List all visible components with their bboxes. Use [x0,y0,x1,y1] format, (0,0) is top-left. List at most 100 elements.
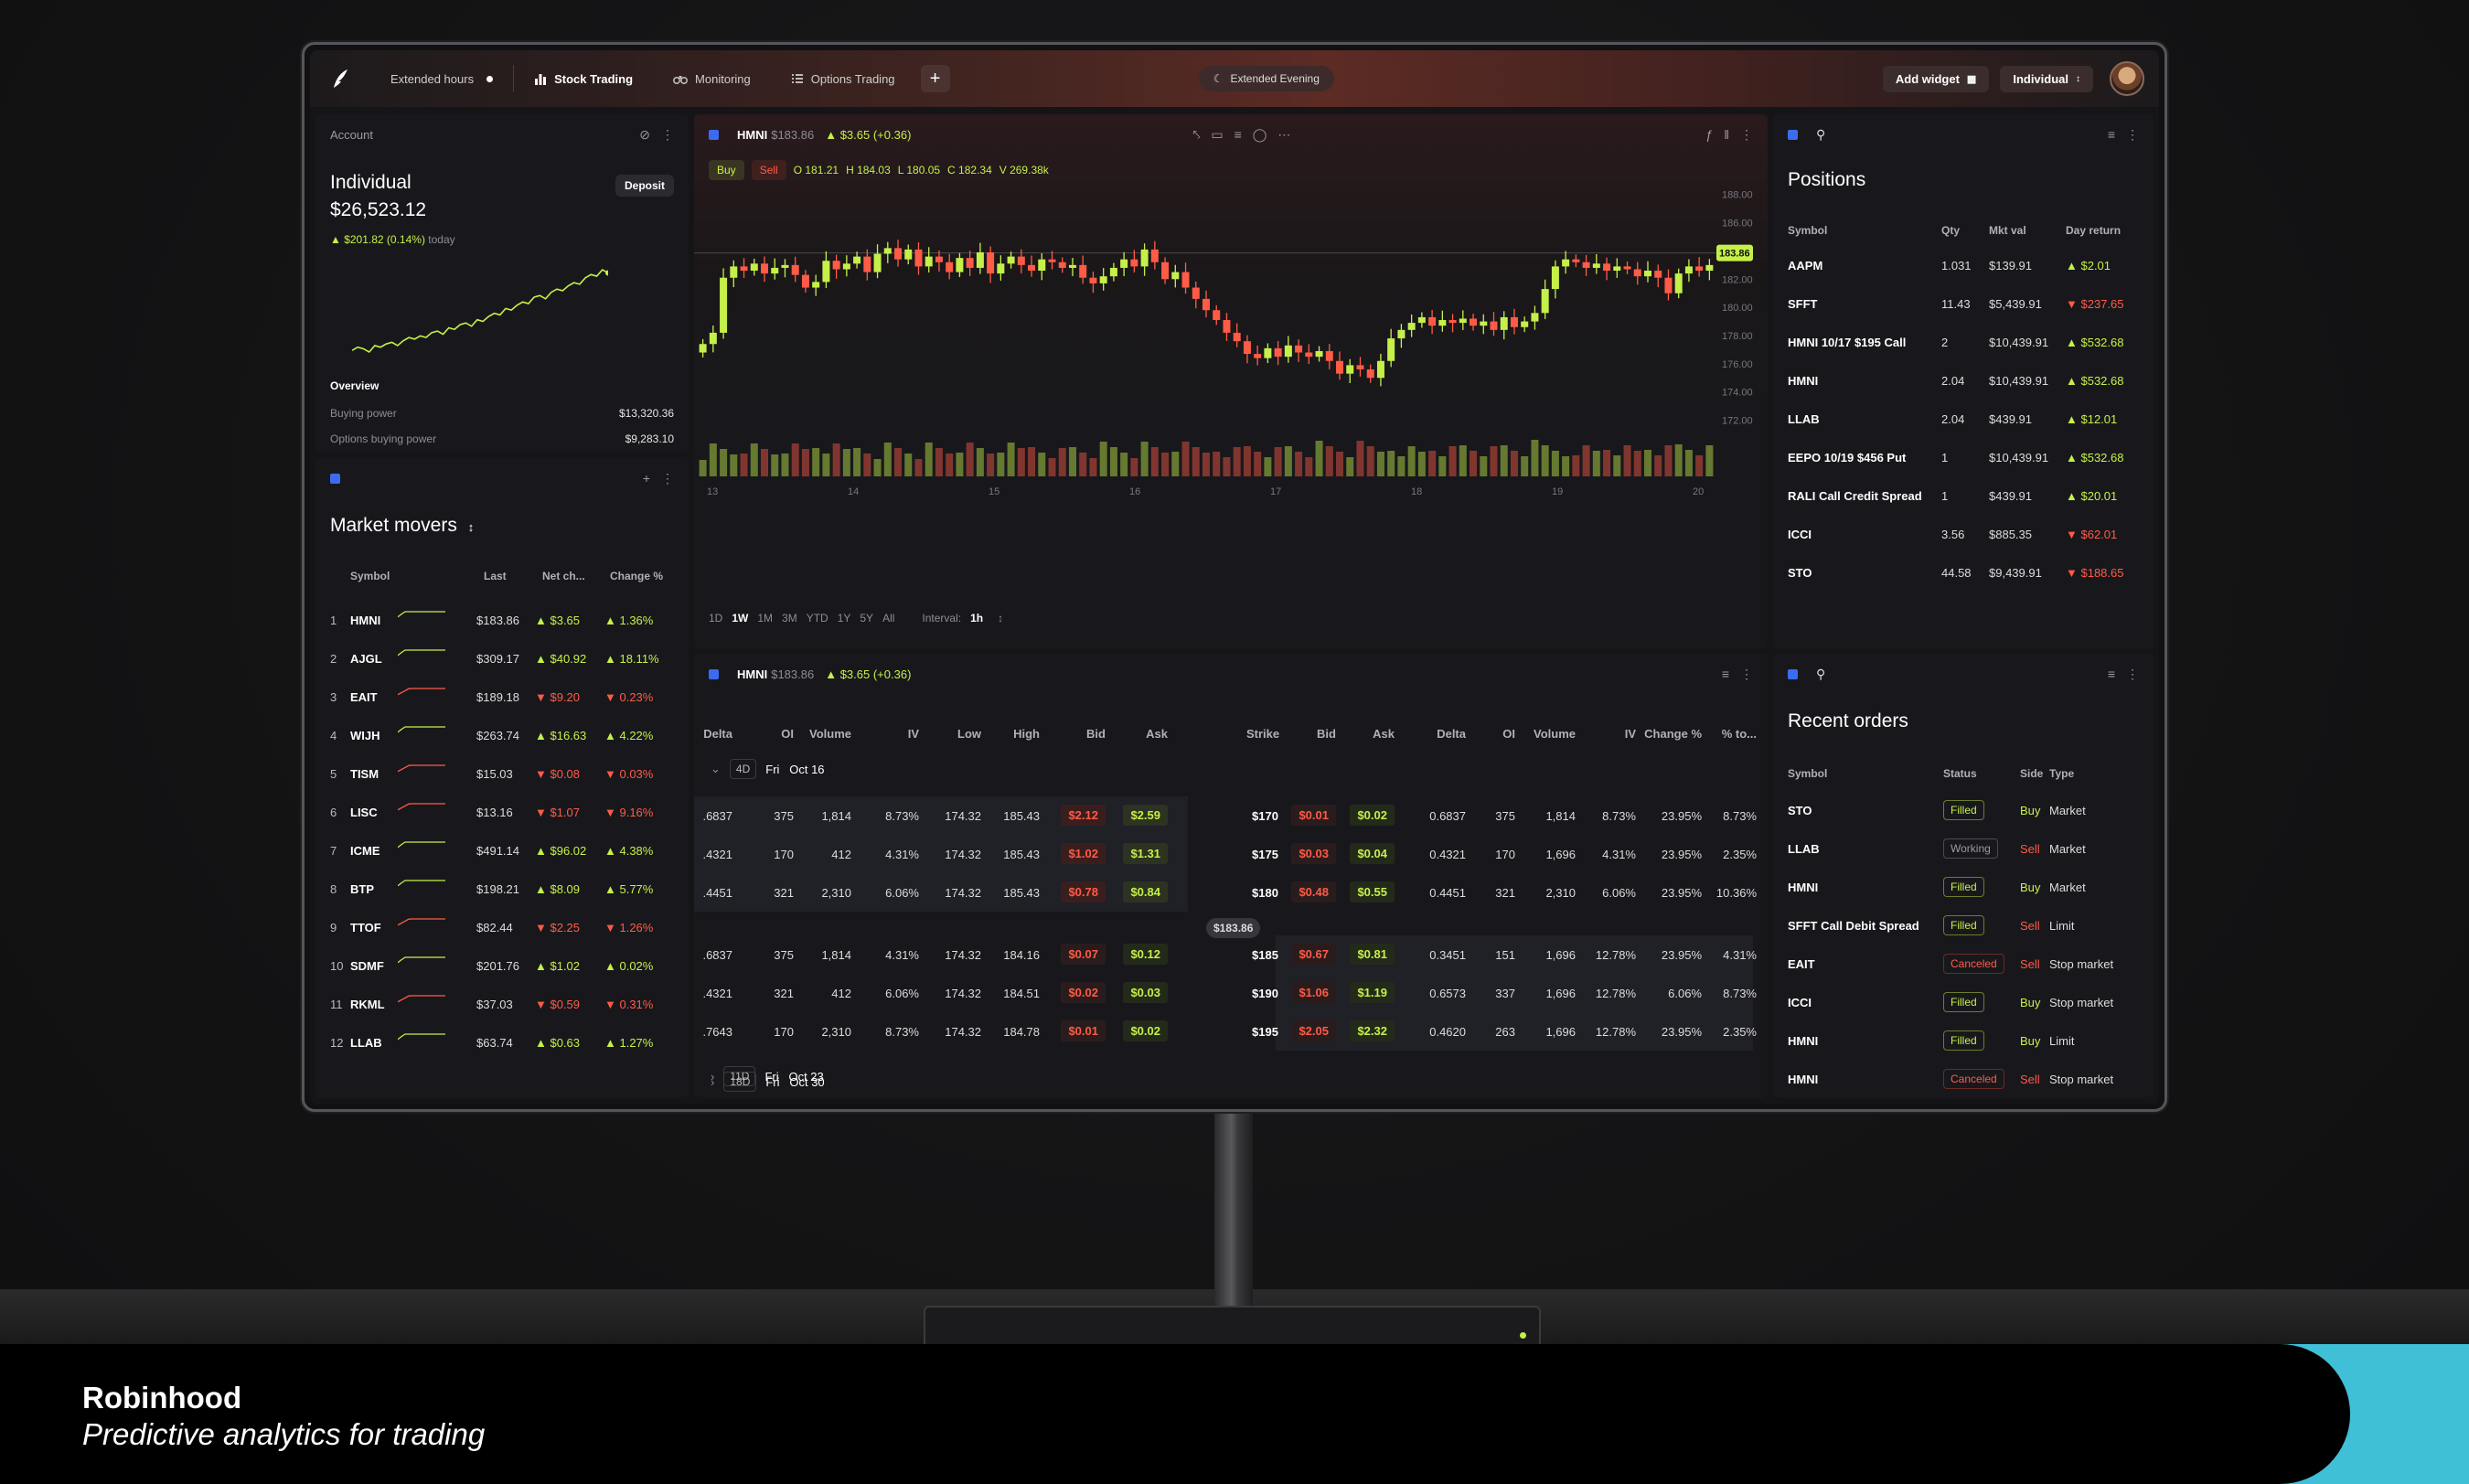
col-right-4[interactable]: Volume [1534,727,1576,741]
cell-left-6[interactable]: $1.02 [1061,843,1106,864]
option-row[interactable]: .7643 170 2,310 8.73% 174.32 184.78 $0.01 $0.02… [694,1012,1768,1051]
more-icon[interactable]: ⋮ [661,470,674,486]
range-1w[interactable]: 1W [732,612,749,625]
cell-right-0[interactable]: $2.05 [1291,1020,1336,1041]
col-qty[interactable]: Qty [1941,224,1961,237]
option-row[interactable]: .4321 170 412 4.31% 174.32 185.43 $1.02 $1.31 $1… [694,835,1768,873]
col-day-return[interactable]: Day return [2066,224,2122,237]
table-row[interactable]: ICCI 3.56 $885.35 ▼ $62.01 [1773,515,2154,553]
search-icon[interactable]: ⚲ [1816,126,1826,142]
filter-icon[interactable]: ≡ [2107,127,2115,142]
col-right-7[interactable]: % to... [1721,727,1757,741]
table-row[interactable]: HMNI 2.04 $10,439.91 ▲ $532.68 [1773,361,2154,400]
cell-left-6[interactable]: $0.02 [1061,982,1106,1003]
table-row[interactable]: 10 SDMF $201.76 ▲ $1.02 ▲ 0.02% [315,946,689,985]
col-mkt-val[interactable]: Mkt val [1989,224,2026,237]
col-net-change[interactable]: Net ch... [542,570,585,582]
col-left-1[interactable]: OI [781,727,794,741]
table-row[interactable]: 4 WIJH $263.74 ▲ $16.63 ▲ 4.22% [315,716,689,754]
tab-monitoring[interactable]: Monitoring [653,50,771,107]
table-row[interactable]: 6 LISC $13.16 ▼ $1.07 ▼ 9.16% [315,793,689,831]
col-right-2[interactable]: Delta [1437,727,1466,741]
candles-icon[interactable]: ‖ [1724,127,1729,142]
col-right-0[interactable]: Bid [1317,727,1336,741]
market-movers-title[interactable]: Market movers ↕ [330,515,474,537]
range-3m[interactable]: 3M [782,612,797,625]
table-row[interactable]: 12 LLAB $63.74 ▲ $0.63 ▲ 1.27% [315,1023,689,1062]
expiry-row[interactable]: › 11D Fri Oct 23 [694,1058,1768,1094]
table-row[interactable]: AAPM 1.031 $139.91 ▲ $2.01 [1773,246,2154,284]
table-row[interactable]: 8 BTP $198.21 ▲ $8.09 ▲ 5.77% [315,870,689,908]
cell-left-6[interactable]: $2.12 [1061,805,1106,826]
deposit-button[interactable]: Deposit [615,175,674,197]
table-row[interactable]: SFFT Call Debit Spread Filled Sell Limit [1773,906,2154,945]
cell-right-1[interactable]: $0.02 [1350,805,1395,826]
function-icon[interactable]: ƒ [1705,127,1714,142]
table-row[interactable]: HMNI 10/17 $195 Call 2 $10,439.91 ▲ $532.68 [1773,323,2154,361]
extended-hours-toggle[interactable]: Extended hours [370,50,513,107]
table-row[interactable]: 9 TTOF $82.44 ▼ $2.25 ▼ 1.26% [315,908,689,946]
cell-right-0[interactable]: $0.67 [1291,944,1336,965]
add-tab-button[interactable]: + [920,65,950,92]
table-row[interactable]: EAIT Canceled Sell Stop market [1773,945,2154,983]
cell-right-1[interactable]: $2.32 [1350,1020,1395,1041]
eye-off-icon[interactable]: ⊘ [639,126,650,142]
filter-icon[interactable]: ≡ [2107,667,2115,681]
cell-right-0[interactable]: $1.06 [1291,982,1336,1003]
table-row[interactable]: HMNI Filled Buy Limit [1773,1021,2154,1060]
add-widget-button[interactable]: Add widget ▩ [1882,65,1990,92]
table-row[interactable]: LLAB 2.04 $439.91 ▲ $12.01 [1773,400,2154,438]
col-right-5[interactable]: IV [1624,727,1636,741]
col-left-6[interactable]: Bid [1086,727,1106,741]
more-icon[interactable]: ⋮ [2126,666,2139,681]
table-row[interactable]: 3 EAIT $189.18 ▼ $9.20 ▼ 0.23% [315,678,689,716]
col-left-7[interactable]: Ask [1146,727,1168,741]
table-row[interactable]: LLAB Working Sell Market [1773,829,2154,868]
range-all[interactable]: All [882,612,895,625]
sell-button[interactable]: Sell [751,160,786,180]
range-5y[interactable]: 5Y [860,612,874,625]
table-row[interactable]: ICCI Filled Buy Stop market [1773,983,2154,1021]
col-symbol[interactable]: Symbol [350,570,390,582]
col-side[interactable]: Side [2020,767,2044,780]
cell-right-1[interactable]: $0.55 [1350,881,1395,902]
cell-right-1[interactable]: $0.04 [1350,843,1395,864]
table-row[interactable]: 5 TISM $15.03 ▼ $0.08 ▼ 0.03% [315,754,689,793]
table-row[interactable]: HMNI Filled Buy Market [1773,868,2154,906]
cell-left-6[interactable]: $0.07 [1061,944,1106,965]
range-1y[interactable]: 1Y [837,612,851,625]
filter-icon[interactable]: ≡ [1721,667,1729,681]
session-indicator[interactable]: ☾ Extended Evening [1198,66,1334,91]
col-right-6[interactable]: Change % [1644,727,1702,741]
cell-left-6[interactable]: $0.01 [1061,1020,1106,1041]
cell-left-7[interactable]: $2.59 [1123,805,1168,826]
expiry-row[interactable]: ⌄ 4D Fri Oct 16 [694,751,1768,787]
interval-select[interactable]: 1h [970,612,984,625]
expiry-row[interactable]: › 18D Fri Oct 30 [694,1066,1768,1097]
fib-icon[interactable]: ≡ [1234,127,1242,142]
table-row[interactable]: SFFT 11.43 $5,439.91 ▼ $237.65 [1773,284,2154,323]
col-left-0[interactable]: Delta [703,727,732,741]
cell-right-0[interactable]: $0.03 [1291,843,1336,864]
option-row[interactable]: .6837 375 1,814 8.73% 174.32 185.43 $2.12 $2.59… [694,796,1768,835]
option-row[interactable]: .4451 321 2,310 6.06% 174.32 185.43 $0.78 $0.84… [694,873,1768,912]
table-row[interactable]: HMNI Canceled Sell Stop market [1773,1060,2154,1098]
rectangle-icon[interactable]: ▭ [1211,126,1224,142]
col-left-4[interactable]: Low [957,727,981,741]
cell-right-0[interactable]: $0.01 [1291,805,1336,826]
table-row[interactable]: 7 ICME $491.14 ▲ $96.02 ▲ 4.38% [315,831,689,870]
more-icon[interactable]: ⋮ [661,126,674,142]
table-row[interactable]: STO 44.58 $9,439.91 ▼ $188.65 [1773,553,2154,592]
option-row[interactable]: .6837 375 1,814 4.31% 174.32 184.16 $0.07 $0.12… [694,935,1768,974]
col-left-2[interactable]: Volume [809,727,851,741]
search-icon[interactable]: ⚲ [1816,666,1826,681]
col-change-pct[interactable]: Change % [610,570,664,582]
tab-options-trading[interactable]: Options Trading [771,50,915,107]
range-1m[interactable]: 1M [757,612,774,625]
col-right-3[interactable]: OI [1502,727,1515,741]
candlestick-chart[interactable]: 188.00186.00184.00182.00180.00178.00176.… [694,187,1768,590]
cell-right-1[interactable]: $0.81 [1350,944,1395,965]
option-row[interactable]: .4321 321 412 6.06% 174.32 184.51 $0.02 $0.03 $1… [694,974,1768,1012]
table-row[interactable]: STO Filled Buy Market [1773,791,2154,829]
account-select[interactable]: Individual ↕ [2000,65,2093,92]
